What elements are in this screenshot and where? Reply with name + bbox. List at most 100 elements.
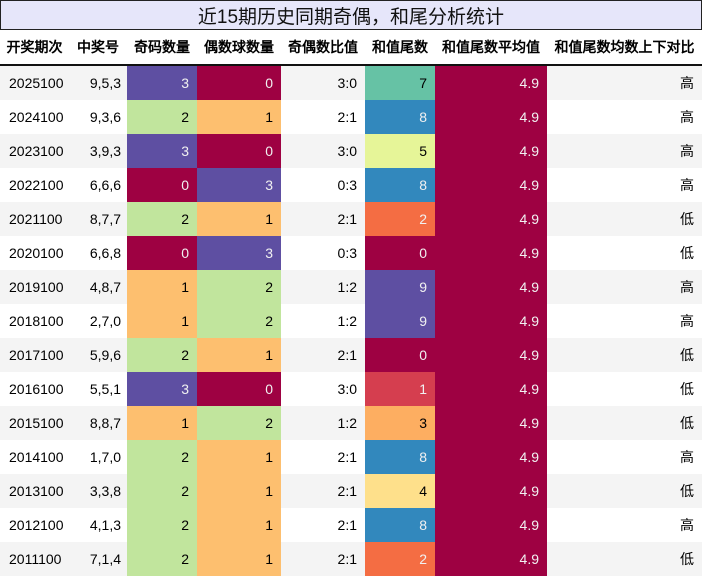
sum-tail-cell: 2 (365, 542, 435, 576)
table-row: 2015100 8,8,7 1 2 1:2 3 4.9 低 (0, 406, 702, 440)
compare-cell: 低 (547, 372, 702, 406)
even-count-cell: 1 (197, 474, 281, 508)
odd-count-cell: 2 (127, 338, 197, 372)
compare-cell: 低 (547, 236, 702, 270)
compare-cell: 高 (547, 65, 702, 100)
numbers-cell: 5,9,6 (69, 338, 127, 372)
col-header-sum-tail: 和值尾数 (365, 30, 435, 66)
compare-cell: 低 (547, 542, 702, 576)
ratio-cell: 2:1 (281, 100, 365, 134)
tail-avg-cell: 4.9 (435, 100, 547, 134)
even-count-cell: 1 (197, 202, 281, 236)
even-count-cell: 0 (197, 65, 281, 100)
ratio-cell: 2:1 (281, 474, 365, 508)
sum-tail-cell: 4 (365, 474, 435, 508)
header-row: 开奖期次 中奖号 奇码数量 偶数球数量 奇偶数比值 和值尾数 和值尾数平均值 和… (0, 30, 702, 66)
compare-cell: 高 (547, 168, 702, 202)
col-header-compare: 和值尾数均数上下对比 (547, 30, 702, 66)
odd-count-cell: 1 (127, 270, 197, 304)
numbers-cell: 8,8,7 (69, 406, 127, 440)
tail-avg-cell: 4.9 (435, 406, 547, 440)
table-row: 2012100 4,1,3 2 1 2:1 8 4.9 高 (0, 508, 702, 542)
odd-count-cell: 2 (127, 440, 197, 474)
sum-tail-cell: 5 (365, 134, 435, 168)
ratio-cell: 2:1 (281, 440, 365, 474)
tail-avg-cell: 4.9 (435, 65, 547, 100)
tail-avg-cell: 4.9 (435, 270, 547, 304)
tail-avg-cell: 4.9 (435, 168, 547, 202)
period-cell: 2017100 (0, 338, 69, 372)
ratio-cell: 3:0 (281, 134, 365, 168)
compare-cell: 高 (547, 134, 702, 168)
tail-avg-cell: 4.9 (435, 236, 547, 270)
sum-tail-cell: 7 (365, 65, 435, 100)
numbers-cell: 9,5,3 (69, 65, 127, 100)
table-row: 2021100 8,7,7 2 1 2:1 2 4.9 低 (0, 202, 702, 236)
sum-tail-cell: 2 (365, 202, 435, 236)
col-header-tail-avg: 和值尾数平均值 (435, 30, 547, 66)
compare-cell: 高 (547, 100, 702, 134)
period-cell: 2016100 (0, 372, 69, 406)
ratio-cell: 2:1 (281, 542, 365, 576)
period-cell: 2021100 (0, 202, 69, 236)
even-count-cell: 2 (197, 406, 281, 440)
period-cell: 2022100 (0, 168, 69, 202)
numbers-cell: 1,7,0 (69, 440, 127, 474)
ratio-cell: 1:2 (281, 304, 365, 338)
table-row: 2017100 5,9,6 2 1 2:1 0 4.9 低 (0, 338, 702, 372)
odd-count-cell: 2 (127, 202, 197, 236)
col-header-even-count: 偶数球数量 (197, 30, 281, 66)
odd-count-cell: 1 (127, 304, 197, 338)
numbers-cell: 4,1,3 (69, 508, 127, 542)
table-row: 2024100 9,3,6 2 1 2:1 8 4.9 高 (0, 100, 702, 134)
tail-avg-cell: 4.9 (435, 134, 547, 168)
table-row: 2016100 5,5,1 3 0 3:0 1 4.9 低 (0, 372, 702, 406)
odd-count-cell: 2 (127, 542, 197, 576)
ratio-cell: 2:1 (281, 338, 365, 372)
table-row: 2020100 6,6,8 0 3 0:3 0 4.9 低 (0, 236, 702, 270)
numbers-cell: 2,7,0 (69, 304, 127, 338)
compare-cell: 高 (547, 440, 702, 474)
tail-avg-cell: 4.9 (435, 372, 547, 406)
table-row: 2023100 3,9,3 3 0 3:0 5 4.9 高 (0, 134, 702, 168)
table-row: 2022100 6,6,6 0 3 0:3 8 4.9 高 (0, 168, 702, 202)
period-cell: 2014100 (0, 440, 69, 474)
period-cell: 2020100 (0, 236, 69, 270)
odd-count-cell: 3 (127, 65, 197, 100)
even-count-cell: 1 (197, 542, 281, 576)
odd-count-cell: 0 (127, 236, 197, 270)
period-cell: 2024100 (0, 100, 69, 134)
compare-cell: 低 (547, 474, 702, 508)
even-count-cell: 3 (197, 236, 281, 270)
even-count-cell: 3 (197, 168, 281, 202)
compare-cell: 低 (547, 338, 702, 372)
compare-cell: 低 (547, 202, 702, 236)
odd-count-cell: 3 (127, 372, 197, 406)
even-count-cell: 1 (197, 508, 281, 542)
period-cell: 2025100 (0, 65, 69, 100)
ratio-cell: 0:3 (281, 168, 365, 202)
numbers-cell: 6,6,8 (69, 236, 127, 270)
compare-cell: 高 (547, 304, 702, 338)
numbers-cell: 3,3,8 (69, 474, 127, 508)
tail-avg-cell: 4.9 (435, 202, 547, 236)
numbers-cell: 4,8,7 (69, 270, 127, 304)
table-row: 2019100 4,8,7 1 2 1:2 9 4.9 高 (0, 270, 702, 304)
table-row: 2025100 9,5,3 3 0 3:0 7 4.9 高 (0, 65, 702, 100)
odd-count-cell: 2 (127, 100, 197, 134)
compare-cell: 低 (547, 406, 702, 440)
tail-avg-cell: 4.9 (435, 338, 547, 372)
sum-tail-cell: 3 (365, 406, 435, 440)
period-cell: 2011100 (0, 542, 69, 576)
numbers-cell: 3,9,3 (69, 134, 127, 168)
numbers-cell: 7,1,4 (69, 542, 127, 576)
sum-tail-cell: 8 (365, 440, 435, 474)
numbers-cell: 9,3,6 (69, 100, 127, 134)
odd-count-cell: 3 (127, 134, 197, 168)
tail-avg-cell: 4.9 (435, 542, 547, 576)
sum-tail-cell: 9 (365, 304, 435, 338)
compare-cell: 高 (547, 508, 702, 542)
sum-tail-cell: 9 (365, 270, 435, 304)
sum-tail-cell: 1 (365, 372, 435, 406)
period-cell: 2015100 (0, 406, 69, 440)
